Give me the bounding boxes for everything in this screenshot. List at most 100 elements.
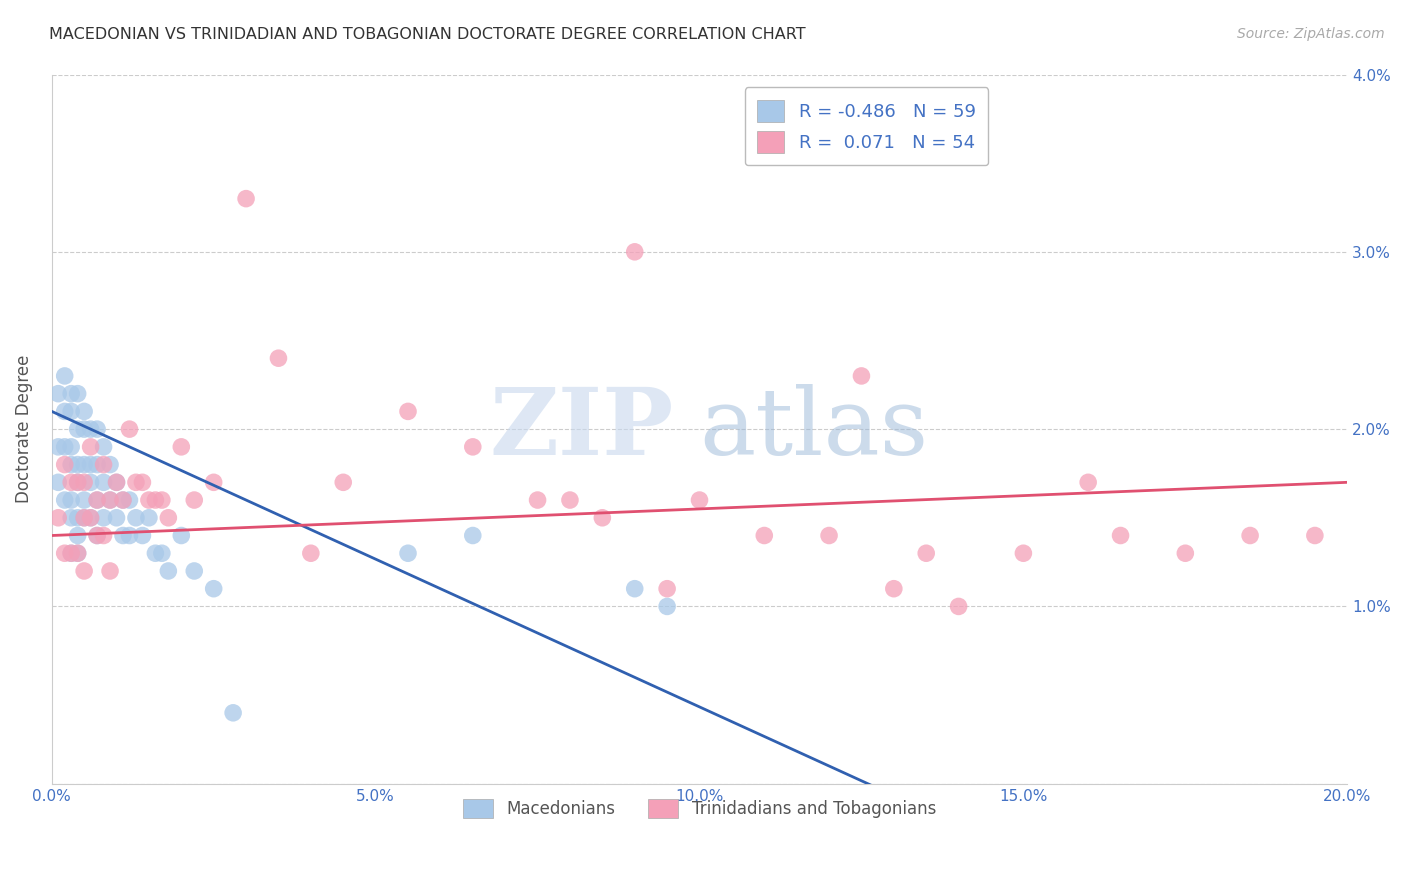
Point	[66, 528, 89, 542]
Point	[60, 546, 83, 560]
Point	[73, 404, 96, 418]
Point	[125, 475, 148, 490]
Point	[883, 582, 905, 596]
Point	[66, 422, 89, 436]
Point	[53, 493, 76, 508]
Point	[118, 493, 141, 508]
Point	[60, 404, 83, 418]
Point	[754, 528, 776, 542]
Point	[526, 493, 548, 508]
Point	[105, 510, 128, 524]
Text: ZIP: ZIP	[489, 384, 673, 475]
Point	[170, 440, 193, 454]
Point	[202, 475, 225, 490]
Point	[79, 440, 101, 454]
Point	[53, 440, 76, 454]
Point	[202, 582, 225, 596]
Point	[948, 599, 970, 614]
Point	[267, 351, 290, 366]
Point	[915, 546, 938, 560]
Point	[53, 404, 76, 418]
Point	[623, 582, 645, 596]
Point	[689, 493, 711, 508]
Point	[1077, 475, 1099, 490]
Point	[98, 564, 121, 578]
Point	[79, 475, 101, 490]
Point	[86, 493, 108, 508]
Point	[98, 458, 121, 472]
Point	[60, 475, 83, 490]
Point	[145, 546, 167, 560]
Point	[461, 440, 484, 454]
Point	[60, 493, 83, 508]
Point	[98, 493, 121, 508]
Point	[623, 244, 645, 259]
Point	[60, 510, 83, 524]
Point	[150, 546, 173, 560]
Point	[66, 458, 89, 472]
Point	[183, 564, 205, 578]
Point	[157, 510, 180, 524]
Point	[145, 493, 167, 508]
Legend: Macedonians, Trinidadians and Tobagonians: Macedonians, Trinidadians and Tobagonian…	[456, 792, 943, 825]
Point	[98, 493, 121, 508]
Point	[86, 493, 108, 508]
Point	[131, 528, 153, 542]
Point	[591, 510, 613, 524]
Point	[1303, 528, 1326, 542]
Point	[53, 546, 76, 560]
Point	[93, 458, 115, 472]
Point	[118, 528, 141, 542]
Point	[79, 422, 101, 436]
Point	[46, 475, 69, 490]
Point	[125, 510, 148, 524]
Point	[46, 510, 69, 524]
Point	[461, 528, 484, 542]
Point	[851, 368, 873, 383]
Point	[396, 546, 419, 560]
Point	[86, 528, 108, 542]
Point	[93, 510, 115, 524]
Point	[53, 368, 76, 383]
Point	[138, 493, 160, 508]
Point	[111, 528, 134, 542]
Point	[222, 706, 245, 720]
Point	[79, 510, 101, 524]
Point	[66, 546, 89, 560]
Point	[105, 475, 128, 490]
Point	[60, 440, 83, 454]
Point	[46, 440, 69, 454]
Point	[73, 493, 96, 508]
Point	[1174, 546, 1197, 560]
Point	[1239, 528, 1261, 542]
Point	[60, 458, 83, 472]
Point	[150, 493, 173, 508]
Y-axis label: Doctorate Degree: Doctorate Degree	[15, 355, 32, 503]
Point	[1012, 546, 1035, 560]
Point	[73, 510, 96, 524]
Point	[111, 493, 134, 508]
Point	[79, 458, 101, 472]
Point	[655, 599, 678, 614]
Point	[46, 386, 69, 401]
Point	[170, 528, 193, 542]
Text: MACEDONIAN VS TRINIDADIAN AND TOBAGONIAN DOCTORATE DEGREE CORRELATION CHART: MACEDONIAN VS TRINIDADIAN AND TOBAGONIAN…	[49, 27, 806, 42]
Point	[111, 493, 134, 508]
Point	[93, 528, 115, 542]
Point	[66, 475, 89, 490]
Point	[183, 493, 205, 508]
Point	[818, 528, 841, 542]
Point	[1109, 528, 1132, 542]
Point	[79, 510, 101, 524]
Point	[66, 546, 89, 560]
Text: atlas: atlas	[700, 384, 929, 475]
Point	[93, 440, 115, 454]
Point	[235, 192, 257, 206]
Point	[86, 528, 108, 542]
Point	[66, 386, 89, 401]
Point	[558, 493, 581, 508]
Point	[299, 546, 322, 560]
Point	[86, 422, 108, 436]
Point	[93, 475, 115, 490]
Point	[105, 475, 128, 490]
